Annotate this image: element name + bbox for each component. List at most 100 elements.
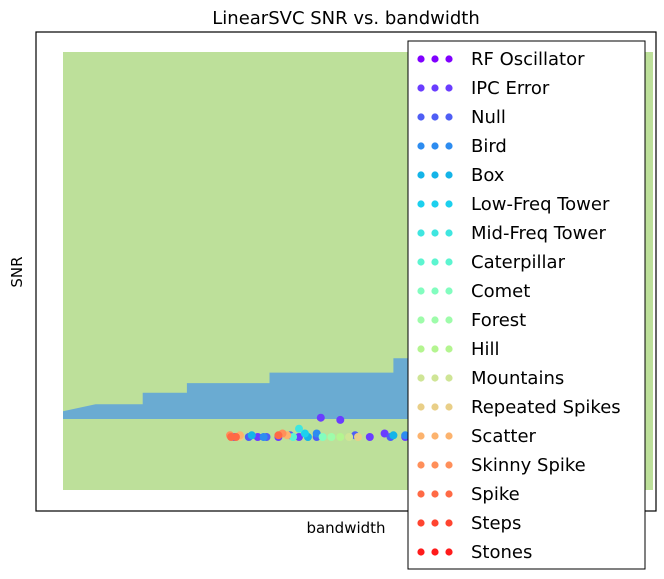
- point-ipc-error-6: [380, 429, 389, 438]
- legend-label: Forest: [471, 310, 526, 331]
- point-ipc-error-4: [336, 415, 345, 424]
- legend-marker: [445, 200, 453, 208]
- legend-marker: [431, 403, 439, 411]
- legend-marker: [445, 519, 453, 527]
- legend-marker: [445, 490, 453, 498]
- legend-marker: [431, 345, 439, 353]
- legend-item-stones: Stones: [417, 542, 532, 563]
- legend-marker: [417, 403, 425, 411]
- legend-marker: [445, 548, 453, 556]
- legend-label: Comet: [471, 281, 530, 302]
- legend-label: Skinny Spike: [471, 455, 586, 476]
- point-bird-2: [312, 429, 321, 438]
- legend-item-ipc-error: IPC Error: [417, 78, 550, 99]
- legend-marker: [431, 287, 439, 295]
- legend-label: Steps: [471, 513, 521, 534]
- legend-item-mid-freq-tower: Mid-Freq Tower: [417, 223, 606, 244]
- legend-marker: [431, 200, 439, 208]
- legend-marker: [445, 403, 453, 411]
- legend-marker: [445, 113, 453, 121]
- legend-label: IPC Error: [471, 78, 550, 99]
- legend-marker: [445, 171, 453, 179]
- legend-label: Repeated Spikes: [471, 397, 621, 418]
- legend-marker: [417, 316, 425, 324]
- legend-marker: [431, 548, 439, 556]
- point-ipc-error-2: [295, 433, 303, 441]
- point-ipc-error-5: [365, 433, 374, 441]
- legend-marker: [445, 258, 453, 266]
- legend-marker: [445, 345, 453, 353]
- legend-item-caterpillar: Caterpillar: [417, 252, 566, 273]
- point-hill-0: [336, 433, 345, 441]
- point-box-2: [389, 431, 398, 440]
- legend-marker: [431, 113, 439, 121]
- legend-label: Caterpillar: [471, 252, 566, 273]
- legend-marker: [417, 374, 425, 382]
- legend-marker: [431, 374, 439, 382]
- legend-marker: [431, 490, 439, 498]
- legend-label: Mid-Freq Tower: [471, 223, 606, 244]
- legend-marker: [417, 113, 425, 121]
- legend-item-bird: Bird: [417, 136, 507, 157]
- legend-item-skinny-spike: Skinny Spike: [417, 455, 586, 476]
- legend-item-low-freq-tower: Low-Freq Tower: [417, 194, 610, 215]
- legend-item-rf-oscillator: RF Oscillator: [417, 49, 585, 70]
- x-axis-label: bandwidth: [306, 519, 385, 537]
- legend-marker: [445, 316, 453, 324]
- legend-marker: [417, 200, 425, 208]
- legend-marker: [431, 142, 439, 150]
- point-bird-3: [401, 431, 410, 440]
- legend-marker: [417, 519, 425, 527]
- legend-marker: [445, 229, 453, 237]
- legend-marker: [417, 229, 425, 237]
- legend-label: Scatter: [471, 426, 537, 447]
- legend-marker: [417, 84, 425, 92]
- legend-item-forest: Forest: [417, 310, 526, 331]
- legend-marker: [417, 142, 425, 150]
- point-box-0: [247, 431, 256, 440]
- legend-marker: [417, 432, 425, 440]
- legend-label: Hill: [471, 339, 500, 360]
- legend-marker: [431, 316, 439, 324]
- legend-item-steps: Steps: [417, 513, 521, 534]
- legend-label: Bird: [471, 136, 507, 157]
- legend-item-spike: Spike: [417, 484, 520, 505]
- legend-label: Low-Freq Tower: [471, 194, 610, 215]
- point-mid-freq-tower-0: [295, 424, 303, 433]
- point-ipc-error-3: [316, 413, 325, 422]
- legend-item-repeated-spikes: Repeated Spikes: [417, 397, 621, 418]
- legend-label: Mountains: [471, 368, 564, 389]
- point-forest-0: [327, 433, 336, 441]
- legend-marker: [431, 84, 439, 92]
- legend-marker: [431, 461, 439, 469]
- legend-marker: [417, 171, 425, 179]
- legend-marker: [445, 461, 453, 469]
- legend-box: [407, 40, 646, 570]
- legend-marker: [417, 287, 425, 295]
- point-spike-2: [274, 431, 283, 440]
- legend-label: Stones: [471, 542, 532, 563]
- legend-item-comet: Comet: [417, 281, 530, 302]
- legend-item-box: Box: [417, 165, 505, 186]
- legend-marker: [417, 345, 425, 353]
- point-mountains-0: [345, 433, 354, 441]
- legend-label: RF Oscillator: [471, 49, 585, 70]
- axes-frame: [35, 31, 657, 512]
- legend-marker: [417, 461, 425, 469]
- point-comet-0: [318, 433, 327, 441]
- point-spike-1: [231, 433, 240, 441]
- legend: RF Oscillator IPC Error Null Bird Box Low-Fre…: [407, 40, 646, 570]
- legend-item-scatter: Scatter: [417, 426, 537, 447]
- legend-label: Null: [471, 107, 506, 128]
- legend-marker: [431, 258, 439, 266]
- legend-marker: [445, 374, 453, 382]
- point-bird-1: [259, 433, 268, 441]
- legend-marker: [431, 171, 439, 179]
- legend-marker: [431, 229, 439, 237]
- legend-marker: [431, 519, 439, 527]
- chart-title: LinearSVC SNR vs. bandwidth: [212, 8, 479, 29]
- legend-item-hill: Hill: [417, 339, 500, 360]
- legend-marker: [431, 432, 439, 440]
- legend-marker: [417, 55, 425, 63]
